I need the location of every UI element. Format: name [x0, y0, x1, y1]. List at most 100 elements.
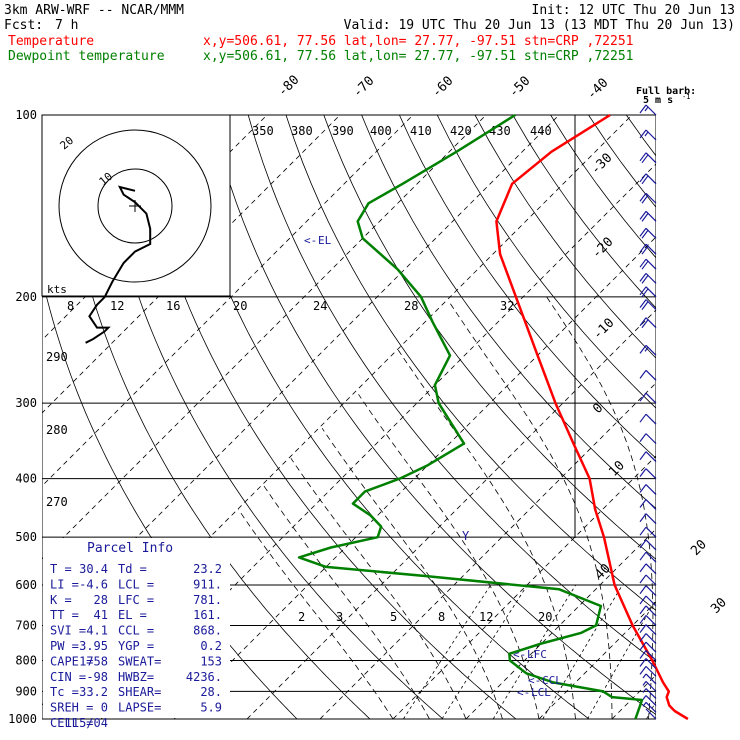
parcel-row-cell: 5.9	[200, 701, 222, 715]
wind-barb	[639, 192, 657, 204]
isotherm-label: -60	[429, 74, 456, 101]
isotherm-label: -80	[275, 73, 302, 100]
parcel-row-cell: TT =	[50, 608, 79, 622]
isotherm-label: -50	[506, 74, 533, 101]
parcel-row-cell: 28	[94, 593, 108, 607]
theta-label: 350	[252, 124, 274, 138]
theta-lower-label: 280	[46, 423, 68, 437]
pressure-tick-900: 900	[15, 684, 37, 698]
parcel-row-cell: K =	[50, 593, 72, 607]
parcel-row-cell: YGP =	[118, 639, 154, 653]
mixing-ratio-label: 2	[298, 610, 305, 624]
parcel-row-cell: 4236.	[186, 670, 222, 684]
parcel-row-cell: CELL =	[50, 716, 93, 730]
mixing-ratio-label: 8	[438, 610, 445, 624]
pressure-tick-100: 100	[15, 108, 37, 122]
temperature-label: Temperature	[8, 34, 94, 49]
wind-barb	[639, 129, 657, 141]
wind-barb	[645, 708, 657, 720]
isotherm-label: 20	[688, 537, 710, 559]
wind-barb	[639, 641, 657, 653]
pressure-tick-500: 500	[15, 530, 37, 544]
wind-barb	[639, 451, 657, 463]
parcel-row-cell: LAPSE=	[118, 701, 161, 715]
parcel-row-cell: 0.2	[200, 639, 222, 653]
parcel-info-title: Parcel Info	[87, 541, 173, 556]
hodograph-trace	[85, 185, 152, 344]
parcel-mark: Y	[462, 529, 470, 543]
valid-time: Valid: 19 UTC Thu 20 Jun 13 (13 MDT Thu …	[344, 18, 735, 33]
wind-barb	[639, 413, 657, 425]
wind-barb	[639, 433, 657, 445]
barb-legend-line2: 5 m s	[643, 95, 673, 106]
wind-barb	[639, 624, 657, 636]
wind-barbs	[639, 104, 657, 720]
theta-label: 380	[291, 124, 313, 138]
wind-barb	[639, 585, 657, 597]
parcel-row-cell: 781.	[193, 593, 222, 607]
wind-barb	[642, 673, 657, 685]
parcel-row-cell: 23.2	[193, 562, 222, 576]
parcel-row-cell: 30.4	[79, 562, 108, 576]
wind-barb	[639, 484, 657, 495]
lfc-marker: <-	[513, 648, 526, 661]
parcel-row-cell: 0	[101, 701, 108, 715]
wind-barb	[639, 615, 657, 626]
parcel-row-cell: CIN =	[50, 670, 86, 684]
theta-label: 390	[332, 124, 354, 138]
parcel-row-cell: Tc =	[50, 685, 79, 699]
pressure-tick-600: 600	[15, 578, 37, 592]
wind-barb	[639, 317, 657, 329]
parcel-row-cell: HWBZ=	[118, 670, 154, 684]
mixing-ratio-label: 3	[336, 610, 343, 624]
thetae-label: 24	[313, 299, 327, 313]
wind-barb	[642, 695, 657, 706]
parcel-row-cell: LI =	[50, 577, 79, 591]
theta-label: 410	[410, 124, 432, 138]
ccl-label: CCL	[542, 674, 562, 687]
wind-barb	[639, 243, 657, 255]
wind-barb	[639, 299, 657, 311]
wind-barb	[639, 658, 657, 669]
wind-barb	[639, 551, 657, 563]
wind-barb	[642, 688, 657, 699]
thetae-label: 12	[110, 299, 124, 313]
wind-barb	[639, 563, 657, 575]
parcel-row-cell: CCL =	[118, 624, 154, 638]
dewpoint-label: Dewpoint temperature	[8, 49, 165, 64]
wind-barb	[639, 286, 657, 298]
theta-lower-label: 270	[46, 495, 68, 509]
theta-lower-label: 290	[46, 350, 68, 364]
parcel-row-cell: 33.2	[79, 685, 108, 699]
lcl-marker: <-	[517, 686, 530, 699]
pressure-tick-300: 300	[15, 396, 37, 410]
wind-barb	[639, 650, 657, 661]
isotherm-label: 30	[708, 595, 730, 617]
pressure-tick-700: 700	[15, 618, 37, 632]
isotherm-label: -40	[584, 76, 611, 103]
parcel-row-cell: Td =	[118, 562, 147, 576]
parcel-row-cell: LCL =	[118, 577, 154, 591]
wind-barb	[639, 173, 657, 185]
wind-barb	[639, 227, 657, 239]
level-markers: <- EL <- LFC <- CCL <- LCL Y	[304, 234, 562, 699]
init-time: Init: 12 UTC Thu 20 Jun 13	[532, 3, 736, 18]
pressure-tick-1000: 1000	[8, 712, 37, 726]
parcel-row-cell: -4.6	[79, 577, 108, 591]
thetae-label: 8	[67, 299, 74, 313]
isotherm-label: 10	[606, 458, 628, 480]
wind-barb	[642, 680, 657, 692]
parcel-row-cell: SHEAR=	[118, 685, 161, 699]
thetae-label: 32	[500, 299, 514, 313]
thetae-label: 16	[166, 299, 180, 313]
lfc-label: LFC	[527, 648, 547, 661]
theta-label: 430	[489, 124, 511, 138]
parcel-row-cell: 161.	[193, 608, 222, 622]
parcel-row-cell: EL =	[118, 608, 147, 622]
wind-barb	[639, 272, 657, 284]
wind-barb	[639, 344, 657, 356]
parcel-row-cell: 115/04	[65, 716, 108, 730]
theta-label: 420	[450, 124, 472, 138]
wind-barb	[639, 595, 657, 607]
barb-legend-line1: Full barb:	[636, 86, 696, 97]
